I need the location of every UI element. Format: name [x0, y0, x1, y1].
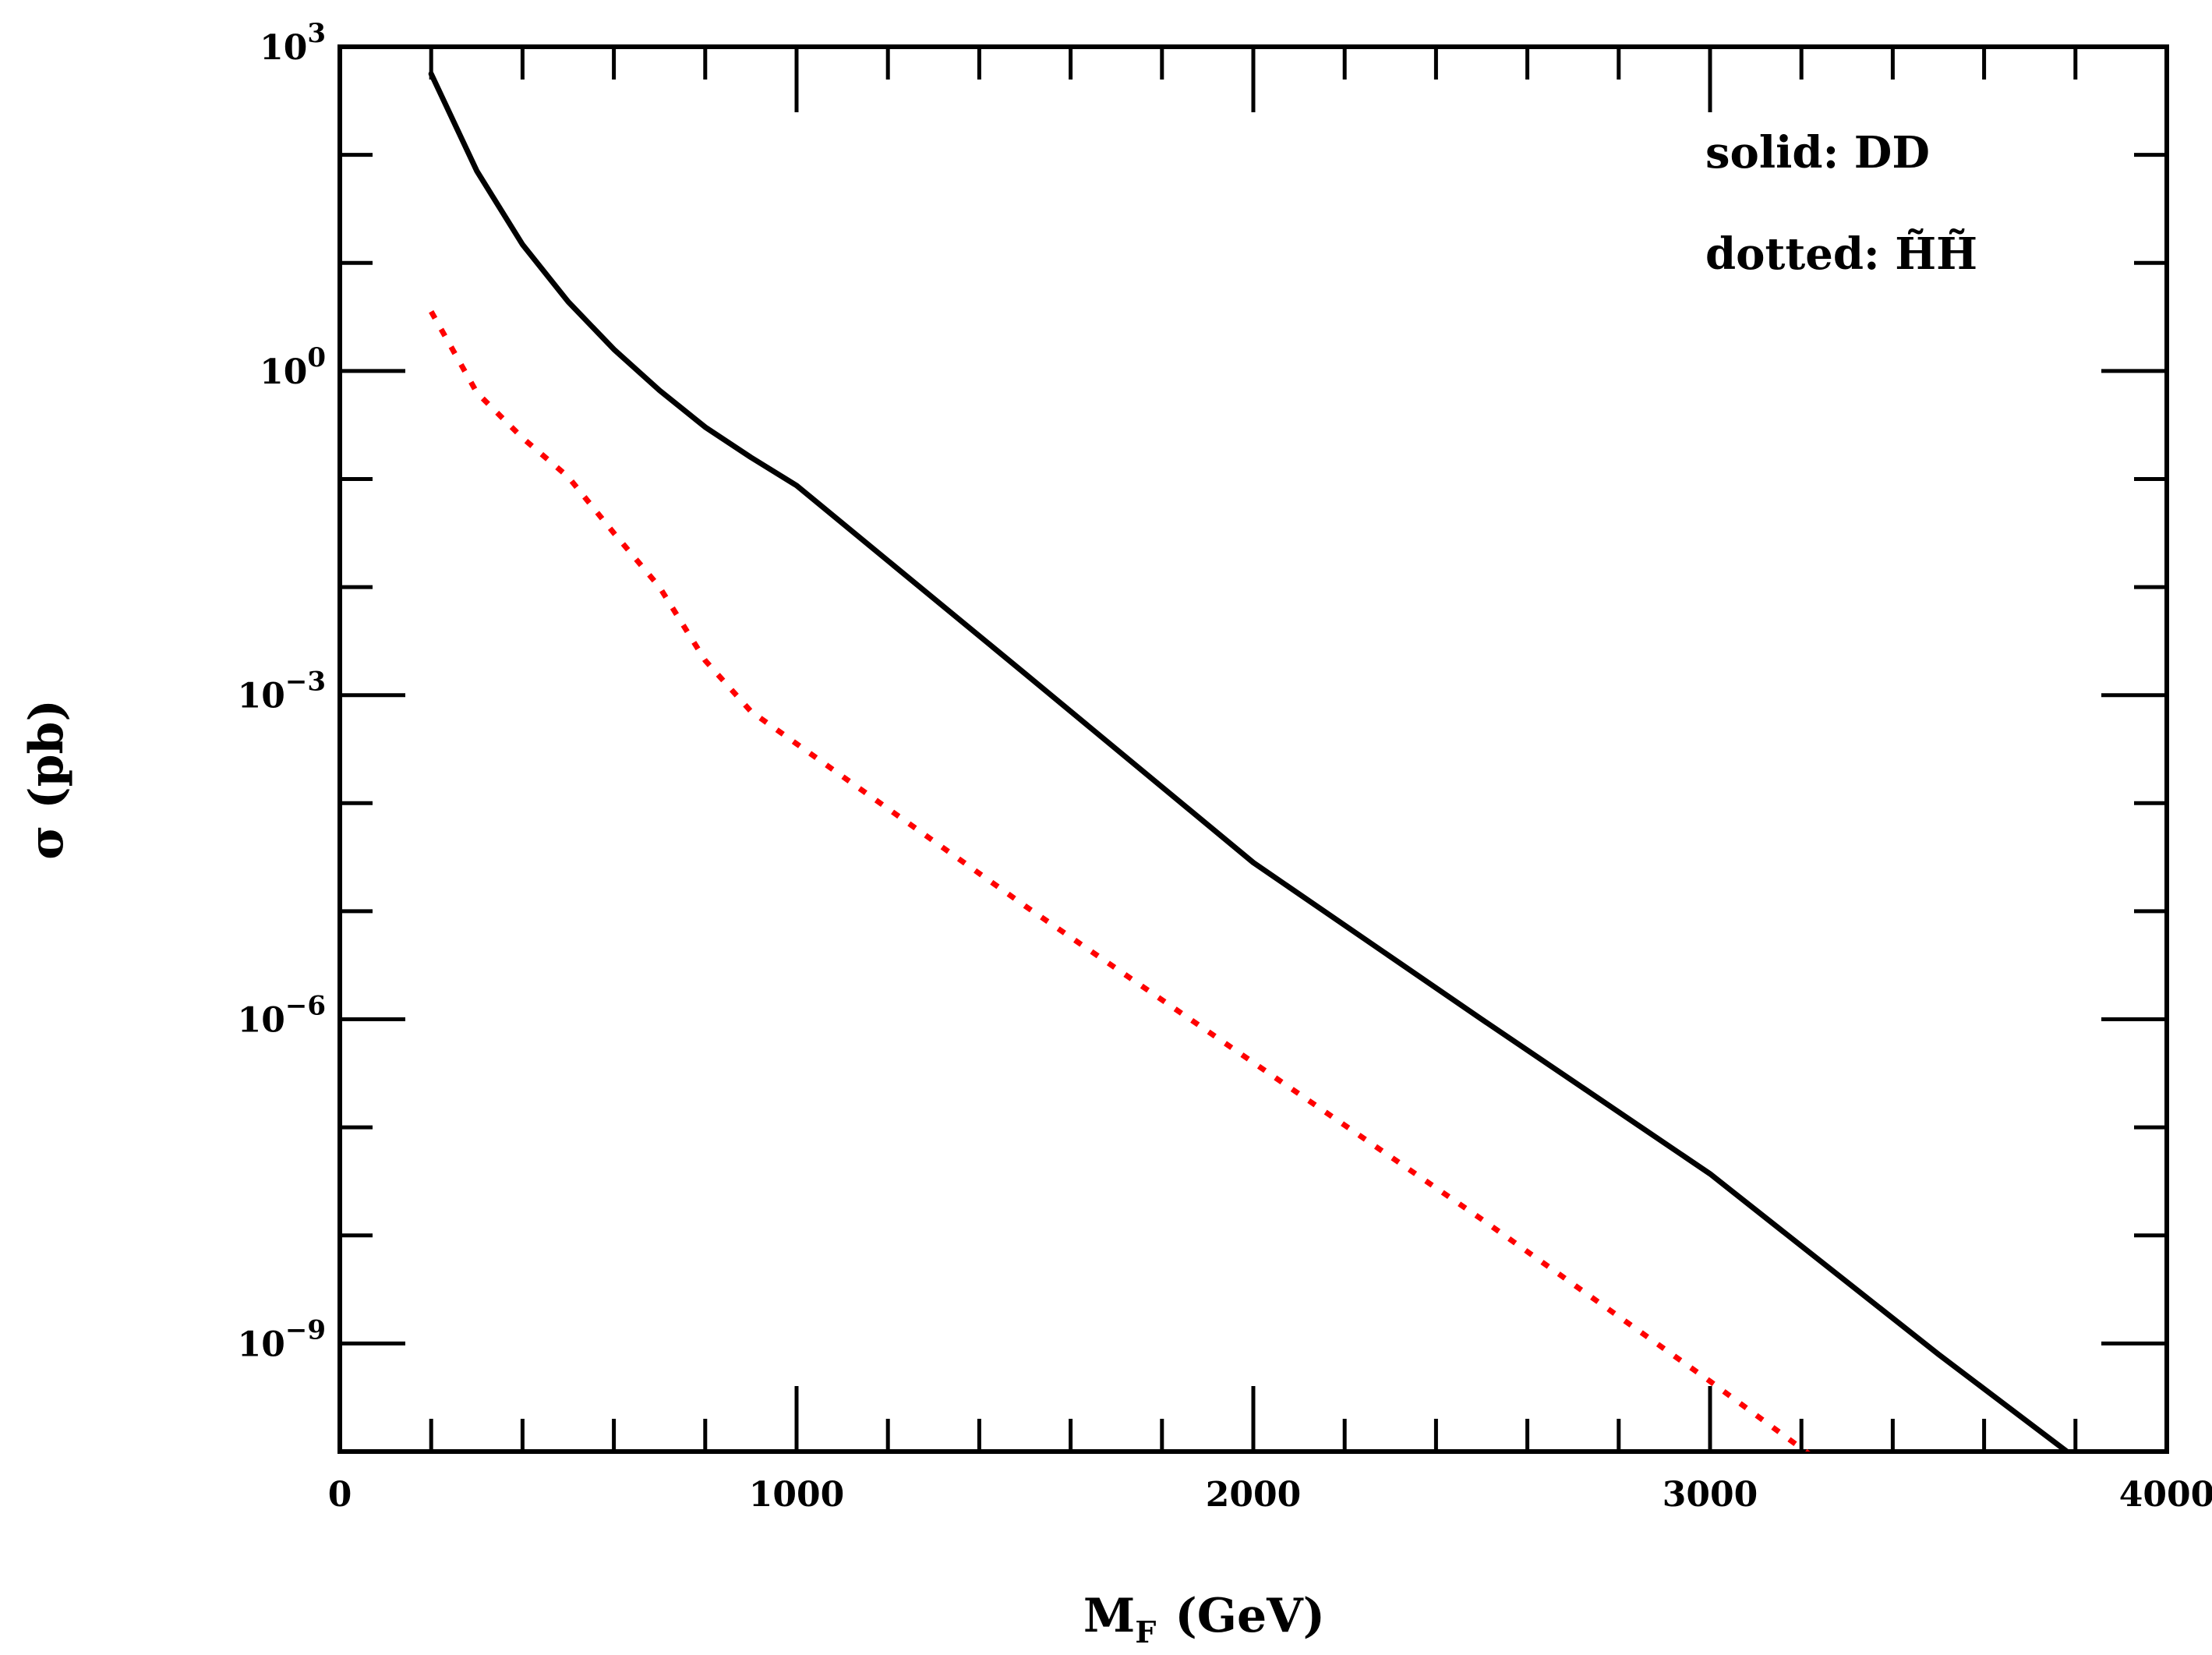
y-tick-label-base: 10 — [260, 352, 307, 392]
x-axis-title-subscript: F — [1135, 1614, 1156, 1650]
series-line-solid — [428, 71, 2072, 1452]
y-tick-label-exponent: 3 — [307, 18, 326, 49]
y-tick-label-base: 10 — [238, 1324, 285, 1364]
legend: solid: DD dotted: H̃H̃ — [1705, 127, 1977, 280]
y-tick-label-base: 10 — [260, 28, 307, 68]
legend-entry-solid: solid: DD — [1705, 127, 1930, 179]
y-tick-label: 103 — [260, 18, 326, 68]
x-tick-label: 1000 — [749, 1475, 844, 1515]
x-axis-title: MF (GeV) — [1083, 1589, 1325, 1650]
y-tick-label: 10−9 — [238, 1314, 326, 1364]
legend-label-solid: DD — [1854, 127, 1930, 179]
x-tick-label: 2000 — [1206, 1475, 1301, 1515]
y-tick-label: 10−3 — [238, 667, 326, 716]
y-tick-label: 100 — [260, 342, 326, 392]
y-axis-title: σ (pb) — [19, 699, 74, 860]
y-tick-label-exponent: 0 — [307, 342, 326, 373]
series-layer — [428, 71, 2072, 1452]
x-axis-title-unit: (GeV) — [1175, 1589, 1325, 1643]
x-axis: 0 1000 2000 3000 4000 — [328, 47, 2212, 1515]
y-tick-label-exponent: −9 — [285, 1314, 326, 1346]
legend-entry-dotted: dotted: H̃H̃ — [1705, 228, 1977, 280]
legend-label-dotted: H̃H̃ — [1895, 228, 1977, 280]
x-axis-title-symbol: M — [1083, 1589, 1135, 1643]
legend-prefix-dotted: dotted: — [1705, 228, 1895, 280]
y-tick-label: 10−6 — [238, 991, 326, 1041]
x-tick-label: 0 — [328, 1475, 352, 1515]
x-tick-label: 3000 — [1663, 1475, 1758, 1515]
y-tick-label-exponent: −6 — [285, 991, 326, 1022]
y-tick-label-exponent: −3 — [285, 667, 326, 698]
y-tick-label-base: 10 — [238, 677, 285, 716]
y-tick-label-base: 10 — [238, 1001, 285, 1041]
minor-ticks — [340, 47, 2167, 1452]
x-tick-label: 4000 — [2119, 1475, 2212, 1515]
legend-prefix-solid: solid: — [1705, 127, 1854, 179]
